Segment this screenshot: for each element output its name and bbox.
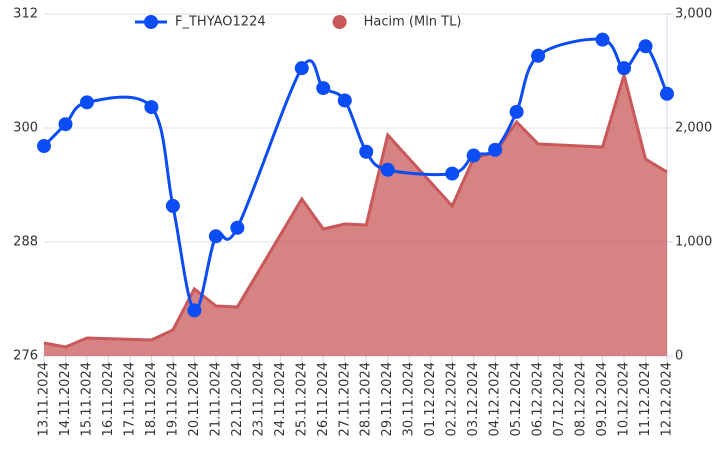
price-point — [165, 198, 180, 213]
price-point — [230, 220, 245, 235]
x-tick-label: 16.11.2024 — [101, 362, 116, 436]
price-point — [37, 139, 51, 154]
x-tick-label: 08.12.2024 — [574, 362, 589, 436]
x-tick-label: 01.12.2024 — [423, 362, 438, 436]
x-tick-label: 02.12.2024 — [445, 362, 460, 436]
price-point — [208, 229, 223, 244]
legend-label: Hacim (Mln TL) — [364, 15, 462, 30]
x-tick-label: 21.11.2024 — [208, 362, 223, 436]
volume-area — [44, 74, 667, 357]
price-point — [509, 104, 524, 119]
x-tick-label: 09.12.2024 — [595, 362, 610, 436]
price-point — [380, 162, 395, 177]
price-point — [58, 117, 73, 132]
price-point — [187, 303, 202, 318]
x-tick-label: 04.12.2024 — [488, 362, 503, 436]
x-tick-label: 25.11.2024 — [294, 362, 309, 436]
x-tick-label: 28.11.2024 — [359, 362, 374, 436]
x-tick-label: 05.12.2024 — [509, 362, 524, 436]
x-tick-label: 14.11.2024 — [58, 362, 73, 436]
price-point — [144, 100, 159, 115]
x-tick-label: 27.11.2024 — [337, 362, 352, 436]
x-tick-label: 07.12.2024 — [552, 362, 567, 436]
y2-tick-label: 3,000 — [675, 7, 712, 22]
price-point — [638, 39, 653, 54]
x-tick-label: 06.12.2024 — [531, 362, 546, 436]
x-tick-label: 26.11.2024 — [316, 362, 331, 436]
legend-symbol — [144, 15, 158, 29]
x-tick-label: 03.12.2024 — [466, 362, 481, 436]
y2-tick-label: 1,000 — [675, 235, 712, 250]
y-tick-label: 312 — [13, 7, 38, 22]
x-tick-label: 18.11.2024 — [144, 362, 159, 436]
y-tick-label: 276 — [13, 349, 38, 364]
price-point — [617, 61, 632, 76]
x-tick-label: 24.11.2024 — [273, 362, 288, 436]
price-point — [488, 142, 503, 157]
legend-label: F_THYAO1224 — [175, 15, 266, 30]
price-point — [316, 81, 331, 96]
volume-line — [43, 69, 668, 349]
y2-tick-label: 2,000 — [675, 121, 712, 136]
price-point — [660, 86, 674, 101]
y-tick-label: 300 — [13, 121, 38, 136]
x-tick-label: 30.11.2024 — [402, 362, 417, 436]
y-tick-label: 288 — [13, 235, 38, 250]
price-point — [79, 95, 94, 110]
price-point — [466, 148, 481, 163]
x-tick-label: 22.11.2024 — [230, 362, 245, 436]
price-point — [359, 144, 374, 159]
x-tick-label: 23.11.2024 — [251, 362, 266, 436]
x-tick-label: 11.12.2024 — [638, 362, 653, 436]
price-point — [294, 61, 309, 76]
x-tick-label: 15.11.2024 — [79, 362, 94, 436]
y2-tick-label: 0 — [675, 349, 683, 364]
x-tick-label: 10.12.2024 — [617, 362, 632, 436]
x-tick-label: 17.11.2024 — [122, 362, 137, 436]
x-tick-label: 20.11.2024 — [187, 362, 202, 436]
x-tick-label: 19.11.2024 — [165, 362, 180, 436]
x-tick-label: 12.12.2024 — [660, 362, 675, 436]
x-tick-label: 13.11.2024 — [37, 362, 52, 436]
x-tick-label: 29.11.2024 — [380, 362, 395, 436]
price-point — [337, 93, 352, 108]
price-point — [531, 48, 546, 63]
price-point — [445, 166, 460, 181]
legend-symbol — [332, 15, 347, 29]
price-point — [595, 32, 610, 47]
